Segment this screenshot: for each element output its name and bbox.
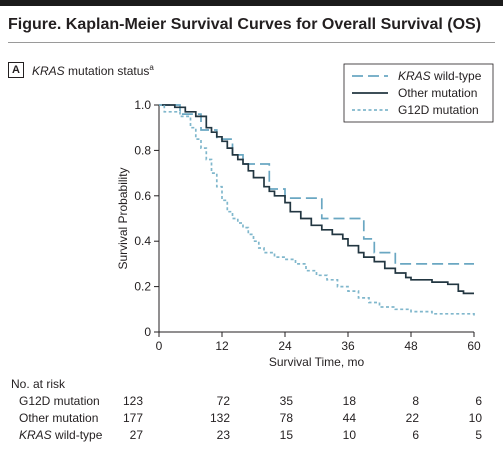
y-tick-label: 0.6 — [134, 189, 151, 203]
at-risk-count: 6 — [475, 394, 482, 408]
panel-header: A KRAS mutation statusa — [8, 61, 154, 79]
series-line-g12d-mutation — [159, 104, 475, 317]
series-line-other-mutation — [159, 104, 474, 295]
at-risk-count: 8 — [412, 394, 419, 408]
at-risk-row-label: G12D mutation — [19, 394, 100, 408]
at-risk-header: No. at risk — [11, 377, 66, 391]
at-risk-count: 10 — [468, 411, 482, 425]
at-risk-count: 44 — [342, 411, 356, 425]
y-tick-label: 0 — [144, 325, 151, 339]
x-axis-label: Survival Time, mo — [269, 355, 365, 369]
at-risk-count: 6 — [412, 428, 419, 442]
at-risk-count: 18 — [342, 394, 356, 408]
y-tick-label: 0.8 — [134, 143, 151, 157]
x-tick-label: 48 — [404, 339, 418, 353]
at-risk-count: 35 — [279, 394, 293, 408]
at-risk-count: 5 — [475, 428, 482, 442]
at-risk-count: 15 — [279, 428, 293, 442]
x-tick-label: 0 — [156, 339, 163, 353]
legend-label: G12D mutation — [398, 103, 479, 117]
panel-title: KRAS mutation statusa — [32, 63, 154, 78]
x-tick-label: 60 — [467, 339, 481, 353]
panel-title-gene: KRAS — [32, 63, 65, 78]
x-tick-label: 12 — [215, 339, 229, 353]
at-risk-count: 22 — [405, 411, 419, 425]
y-tick-label: 0.4 — [134, 234, 151, 248]
at-risk-count: 123 — [122, 394, 143, 408]
at-risk-count: 177 — [122, 411, 143, 425]
x-tick-label: 36 — [341, 339, 355, 353]
at-risk-row-label-text: wild-type — [51, 428, 103, 442]
series-line-kras-wild-type — [159, 104, 474, 265]
title-divider — [8, 42, 495, 43]
at-risk-count: 23 — [216, 428, 230, 442]
figure-title: Figure. Kaplan-Meier Survival Curves for… — [8, 16, 482, 33]
at-risk-count: 72 — [216, 394, 230, 408]
panel-title-text: mutation status — [64, 63, 150, 78]
y-tick-label: 1.0 — [134, 98, 151, 112]
y-tick-label: 0.2 — [134, 280, 151, 294]
at-risk-count: 132 — [209, 411, 230, 425]
top-rule — [0, 0, 503, 6]
at-risk-row-label-gene: KRAS — [19, 428, 52, 442]
at-risk-count: 10 — [342, 428, 356, 442]
at-risk-count: 27 — [129, 428, 143, 442]
at-risk-count: 78 — [279, 411, 293, 425]
at-risk-row-label: Other mutation — [19, 411, 99, 425]
x-tick-label: 24 — [278, 339, 292, 353]
panel-letter: A — [8, 62, 24, 78]
legend-label: Other mutation — [398, 86, 477, 100]
y-axis-label: Survival Probability — [116, 167, 130, 269]
panel-title-footnote: a — [149, 62, 154, 72]
at-risk-row-label: KRAS wild-type — [19, 428, 102, 442]
legend-label: KRAS wild-type — [398, 69, 482, 83]
